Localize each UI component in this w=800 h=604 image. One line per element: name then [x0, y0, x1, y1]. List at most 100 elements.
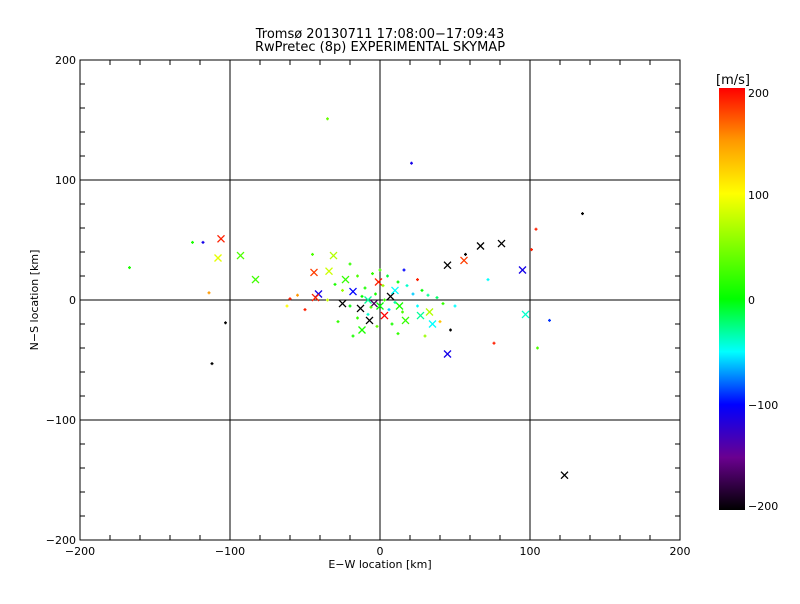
- data-point-plus: [333, 282, 337, 286]
- data-point-cross: [236, 251, 245, 260]
- colorbar: [719, 88, 745, 510]
- data-point-plus: [128, 266, 131, 270]
- data-point-cross: [391, 286, 399, 295]
- data-point-plus: [356, 316, 359, 320]
- y-tick-label: 0: [69, 294, 76, 307]
- cross-stroke: [460, 256, 468, 265]
- x-axis-label: E−W location [km]: [328, 558, 431, 571]
- data-point-plus: [492, 341, 496, 345]
- cross-stroke: [364, 296, 372, 304]
- data-point-cross: [356, 304, 365, 313]
- y-axis-label: N−S location [km]: [28, 250, 41, 351]
- cross-stroke: [374, 278, 383, 286]
- cross-stroke: [325, 267, 333, 276]
- data-point-cross: [374, 278, 383, 286]
- data-point-cross: [443, 350, 452, 358]
- data-points: [128, 117, 584, 480]
- cross-stroke: [386, 292, 395, 301]
- data-point-plus: [402, 268, 406, 272]
- x-tick-label: 200: [670, 545, 691, 558]
- data-point-cross: [521, 310, 530, 319]
- data-point-plus: [453, 304, 457, 308]
- data-point-plus: [464, 252, 467, 256]
- data-point-cross: [443, 261, 452, 270]
- data-point-cross: [395, 302, 404, 310]
- cross-stroke: [356, 304, 365, 313]
- data-point-plus: [581, 212, 584, 216]
- data-point-plus: [191, 240, 194, 244]
- cross-stroke: [310, 268, 318, 277]
- data-point-cross: [386, 292, 395, 301]
- data-point-plus: [396, 332, 400, 336]
- colorbar-tick-label: −100: [748, 399, 778, 412]
- y-tick-label: −200: [46, 534, 76, 547]
- data-point-plus: [296, 293, 299, 297]
- data-point-plus: [351, 334, 355, 338]
- data-point-cross: [380, 311, 389, 320]
- data-point-plus: [224, 321, 227, 325]
- cross-stroke: [391, 286, 399, 295]
- data-point-cross: [365, 316, 374, 325]
- chart-title: Tromsø 20130711 17:08:00−17:09:43: [255, 27, 505, 42]
- data-point-plus: [285, 304, 289, 308]
- cross-stroke: [395, 302, 404, 310]
- data-point-plus: [303, 308, 307, 312]
- data-point-cross: [338, 299, 347, 308]
- cross-stroke: [214, 254, 222, 262]
- data-point-plus: [410, 161, 413, 165]
- data-point-cross: [329, 251, 338, 260]
- cross-stroke: [443, 350, 452, 358]
- data-point-cross: [401, 316, 410, 325]
- data-point-cross: [476, 242, 485, 250]
- data-point-cross: [376, 302, 384, 310]
- data-point-cross: [370, 299, 378, 308]
- y-tick-label: −100: [46, 414, 76, 427]
- x-tick-label: −100: [215, 545, 245, 558]
- data-point-plus: [383, 298, 386, 302]
- y-tick-label: 100: [55, 174, 76, 187]
- data-point-cross: [358, 326, 366, 334]
- cross-stroke: [376, 302, 384, 310]
- data-point-cross: [425, 308, 434, 316]
- cross-stroke: [425, 308, 434, 316]
- data-point-plus: [348, 304, 352, 308]
- data-point-cross: [310, 268, 318, 277]
- data-point-plus: [207, 291, 211, 295]
- cross-stroke: [217, 234, 225, 243]
- data-point-plus: [420, 288, 424, 292]
- y-tick-label: 200: [55, 54, 76, 67]
- data-point-plus: [386, 274, 389, 278]
- data-point-plus: [423, 334, 427, 338]
- data-point-plus: [405, 284, 409, 288]
- data-point-plus: [449, 328, 452, 332]
- cross-stroke: [365, 316, 374, 325]
- cross-stroke: [476, 242, 485, 250]
- x-tick-label: 100: [520, 545, 541, 558]
- data-point-plus: [374, 292, 377, 296]
- x-tick-label: −200: [65, 545, 95, 558]
- cross-stroke: [358, 326, 366, 334]
- data-point-cross: [518, 266, 527, 274]
- data-point-plus: [435, 296, 439, 300]
- data-point-plus: [401, 310, 404, 314]
- data-point-cross: [341, 275, 350, 284]
- data-point-plus: [387, 308, 391, 312]
- data-point-plus: [348, 262, 352, 266]
- data-point-plus: [210, 362, 214, 366]
- cross-stroke: [521, 310, 530, 319]
- cross-stroke: [251, 275, 260, 284]
- data-point-plus: [363, 286, 367, 290]
- data-point-plus: [360, 294, 364, 298]
- grid-lines: [80, 60, 680, 540]
- data-point-plus: [375, 324, 379, 328]
- colorbar-tick-label: 200: [748, 87, 769, 100]
- data-point-plus: [536, 346, 539, 350]
- data-point-plus: [378, 268, 382, 272]
- data-point-plus: [326, 298, 329, 302]
- x-tick-label: 0: [377, 545, 384, 558]
- data-point-plus: [381, 284, 385, 288]
- data-point-plus: [441, 302, 445, 306]
- data-point-plus: [548, 318, 551, 322]
- colorbar-tick-label: 0: [748, 294, 755, 307]
